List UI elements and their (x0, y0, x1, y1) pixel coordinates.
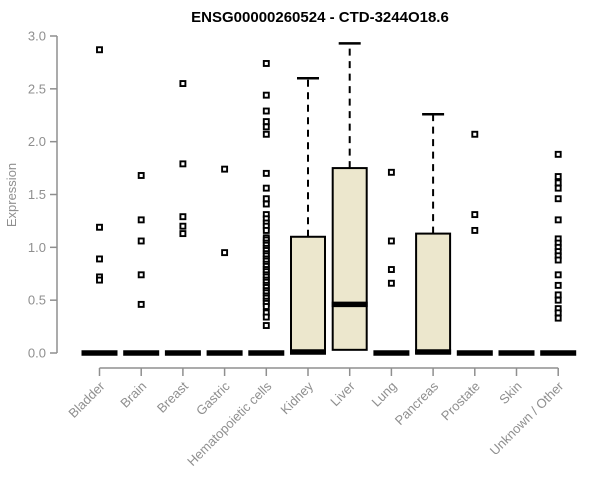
x-tick-label-unknown-other: Unknown / Other (487, 378, 567, 458)
outlier-point-unknown-other (554, 150, 562, 158)
outlier-point-hematopoietic-cells (262, 107, 270, 115)
outlier-point-gastric (221, 165, 229, 173)
outlier-point-prostate (471, 130, 479, 138)
y-tick-label: 0.5 (28, 293, 46, 308)
outlier-point-breast (179, 222, 187, 230)
outlier-point-brain (137, 172, 145, 179)
outlier-point-hematopoietic-cells (262, 91, 270, 99)
outlier-point-hematopoietic-cells (262, 60, 270, 67)
outlier-point-unknown-other (554, 173, 562, 180)
x-tick-label-breast: Breast (154, 378, 191, 415)
outlier-point-breast (179, 160, 187, 168)
outlier-point-lung (387, 237, 395, 245)
outlier-point-hematopoietic-cells (262, 313, 270, 321)
outlier-point-bladder (96, 276, 103, 284)
y-tick-label: 0.0 (28, 346, 46, 361)
outlier-point-hematopoietic-cells (262, 303, 270, 310)
outlier-point-unknown-other (554, 256, 562, 264)
outlier-point-lung (387, 168, 395, 176)
x-tick-label-kidney: Kidney (277, 378, 316, 417)
outlier-point-bladder (96, 223, 103, 231)
outlier-point-bladder (96, 46, 103, 54)
outlier-point-hematopoietic-cells (262, 226, 270, 234)
outlier-point-hematopoietic-cells (262, 184, 270, 192)
box-pancreas (415, 232, 452, 354)
outlier-point-unknown-other (554, 195, 562, 203)
y-tick-label: 1.0 (28, 240, 46, 255)
outlier-point-unknown-other (554, 216, 562, 224)
outlier-point-lung (387, 266, 395, 273)
x-tick-label-bladder: Bladder (65, 378, 108, 421)
x-tick-label-lung: Lung (368, 379, 399, 410)
outlier-point-breast (179, 80, 187, 88)
outlier-point-hematopoietic-cells (262, 123, 270, 131)
outlier-point-unknown-other (554, 281, 562, 289)
outlier-point-unknown-other (554, 271, 562, 279)
outlier-point-hematopoietic-cells (262, 130, 270, 138)
y-tick-label: 3.0 (28, 29, 46, 44)
boxplot-marks (81, 42, 577, 356)
outlier-point-unknown-other (554, 184, 562, 192)
outlier-point-brain (137, 300, 145, 308)
outlier-point-prostate (471, 211, 479, 219)
outlier-point-hematopoietic-cells (262, 200, 270, 208)
y-tick-label: 1.5 (28, 187, 46, 202)
x-tick-label-pancreas: Pancreas (392, 378, 442, 428)
outlier-point-prostate (471, 226, 479, 234)
outlier-point-hematopoietic-cells (262, 322, 270, 329)
x-tick-label-brain: Brain (117, 379, 149, 411)
outlier-point-unknown-other (554, 179, 562, 187)
outlier-point-gastric (221, 249, 229, 257)
outlier-point-unknown-other (554, 314, 562, 322)
outlier-point-hematopoietic-cells (262, 169, 270, 177)
box-liver (331, 167, 368, 351)
outlier-point-hematopoietic-cells (262, 118, 270, 126)
outlier-point-hematopoietic-cells (262, 195, 270, 203)
outlier-point-breast (179, 213, 187, 221)
outlier-point-brain (137, 271, 145, 279)
outlier-point-lung (387, 279, 395, 287)
outlier-point-unknown-other (554, 291, 562, 299)
outlier-point-bladder (96, 255, 103, 263)
outlier-point-brain (137, 216, 145, 224)
y-axis-label: Expression (4, 163, 19, 227)
x-tick-label-prostate: Prostate (438, 379, 483, 424)
outlier-point-unknown-other (554, 309, 562, 317)
outlier-point-breast (179, 230, 187, 238)
outlier-point-unknown-other (554, 296, 562, 304)
y-tick-label: 2.0 (28, 134, 46, 149)
x-tick-label-skin: Skin (496, 379, 524, 407)
chart-title: ENSG00000260524 - CTD-3244O18.6 (191, 9, 449, 26)
box-kidney (290, 235, 326, 354)
x-tick-label-liver: Liver (327, 378, 358, 409)
y-tick-label: 2.5 (28, 81, 46, 96)
y-axis: 0.0 0.5 1.0 1.5 2.0 2.5 3.0 (28, 29, 58, 361)
outlier-point-brain (137, 237, 145, 245)
x-tick-label-gastric: Gastric (193, 378, 233, 418)
